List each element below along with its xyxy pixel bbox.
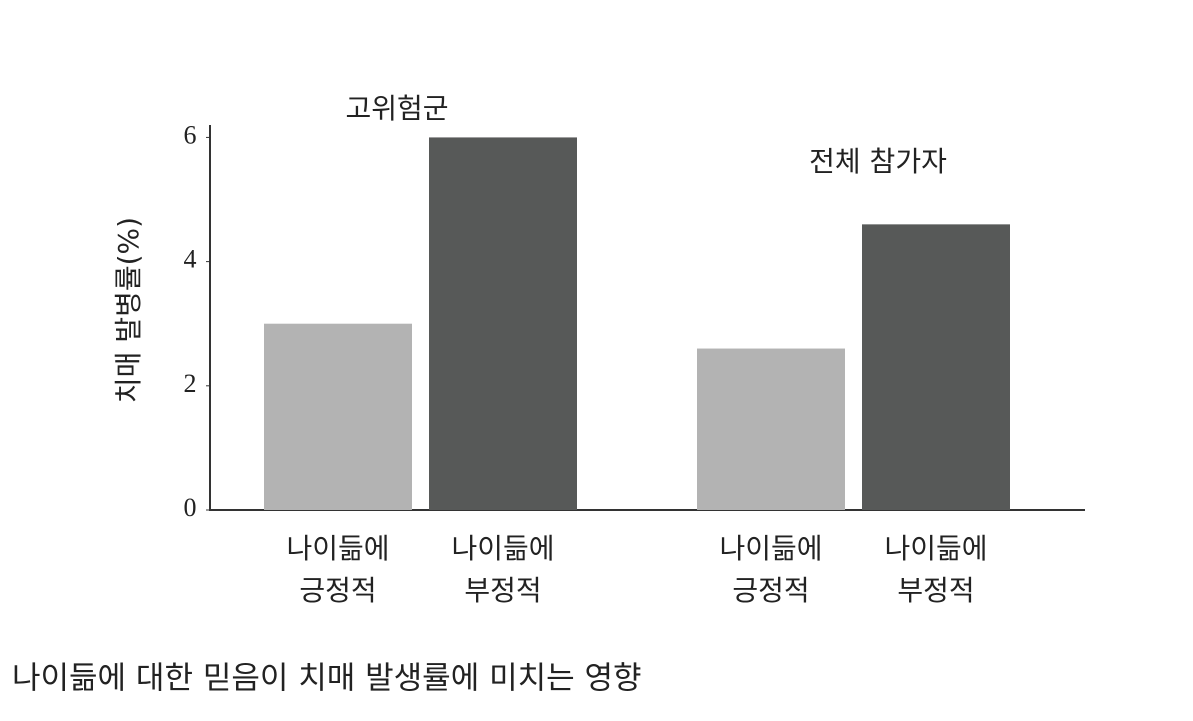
bar <box>429 137 577 510</box>
y-tick-label: 4 <box>184 245 197 274</box>
x-tick-label: 나이듦에 긍정적 <box>719 532 822 607</box>
bar <box>862 224 1010 510</box>
group-label: 전체 참가자 <box>809 145 947 178</box>
y-tick-label: 6 <box>184 120 197 149</box>
group-label: 고위험군 <box>345 92 448 125</box>
bar <box>697 348 845 510</box>
bar <box>264 323 412 510</box>
y-axis-label: 치매 발병률(%) <box>112 217 145 403</box>
x-tick-label: 나이듦에 부정적 <box>884 532 987 607</box>
x-tick-label: 나이듦에 긍정적 <box>286 532 389 607</box>
y-tick-label: 0 <box>184 493 197 522</box>
y-tick-label: 2 <box>184 369 197 398</box>
x-tick-label: 나이듦에 부정적 <box>451 532 554 607</box>
caption: 나이듦에 대한 믿음이 치매 발생률에 미치는 영향 <box>12 661 642 697</box>
